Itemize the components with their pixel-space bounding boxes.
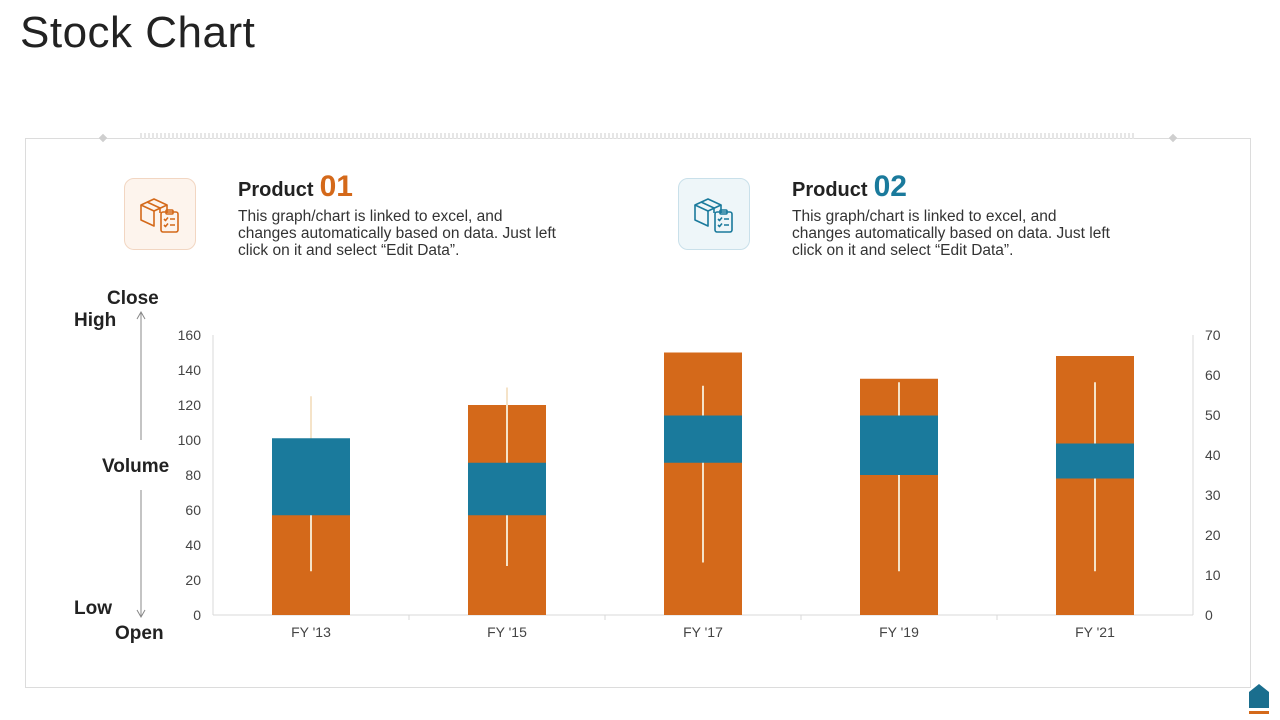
right-tick-label: 30	[1205, 487, 1221, 503]
x-tick-label: FY '17	[683, 624, 723, 640]
right-tick-label: 70	[1205, 327, 1221, 343]
x-tick-label: FY '13	[291, 624, 331, 640]
right-tick-label: 40	[1205, 447, 1221, 463]
left-tick-label: 140	[178, 362, 202, 378]
left-tick-label: 100	[178, 432, 202, 448]
up-down-bar	[860, 415, 938, 475]
down-arrow-head	[136, 609, 146, 619]
product-02-description: This graph/chart is linked to excel, and…	[792, 208, 1110, 259]
page-title: Stock Chart	[20, 8, 256, 57]
left-tick-label: 120	[178, 397, 202, 413]
package-checklist-icon	[140, 198, 179, 233]
product-02-icon-box	[678, 178, 750, 250]
right-tick-label: 10	[1205, 567, 1221, 583]
product-02-number: 02	[873, 170, 907, 203]
up-down-bar	[664, 415, 742, 463]
product-01-title: Product 01	[238, 170, 353, 203]
right-tick-label: 50	[1205, 407, 1221, 423]
left-tick-label: 20	[185, 572, 201, 588]
up-down-bar	[1056, 443, 1134, 479]
right-tick-label: 0	[1205, 607, 1213, 623]
product-01-description: This graph/chart is linked to excel, and…	[238, 208, 556, 259]
plot-area: 0 20 40 60 80 100 120 140 160 0 10 20 30 40 50 60 70 FY '…	[178, 327, 1221, 640]
up-down-bar	[468, 462, 546, 516]
x-tick-label: FY '21	[1075, 624, 1115, 640]
right-tick-label: 60	[1205, 367, 1221, 383]
left-tick-label: 0	[193, 607, 201, 623]
left-tick-label: 60	[185, 502, 201, 518]
side-arrows	[136, 310, 146, 619]
package-checklist-icon	[694, 198, 733, 233]
up-down-bar	[272, 438, 350, 516]
axis-label-volume: Volume	[102, 456, 170, 477]
right-tick-label: 20	[1205, 527, 1221, 543]
left-tick-label: 80	[185, 467, 201, 483]
axis-label-close: Close	[107, 288, 159, 309]
axis-label-low: Low	[74, 598, 112, 619]
frame-decorative-line	[140, 133, 1135, 139]
left-tick-label: 160	[178, 327, 202, 343]
axis-label-high: High	[74, 310, 117, 331]
x-tick-label: FY '19	[879, 624, 919, 640]
left-tick-label: 40	[185, 537, 201, 553]
axis-label-open: Open	[115, 623, 164, 644]
product-01-icon-box	[124, 178, 196, 250]
product-02-title: Product 02	[792, 170, 907, 203]
up-arrow-head	[136, 310, 146, 320]
home-icon[interactable]	[1248, 682, 1270, 714]
product-01-number: 01	[319, 170, 353, 203]
x-tick-label: FY '15	[487, 624, 527, 640]
